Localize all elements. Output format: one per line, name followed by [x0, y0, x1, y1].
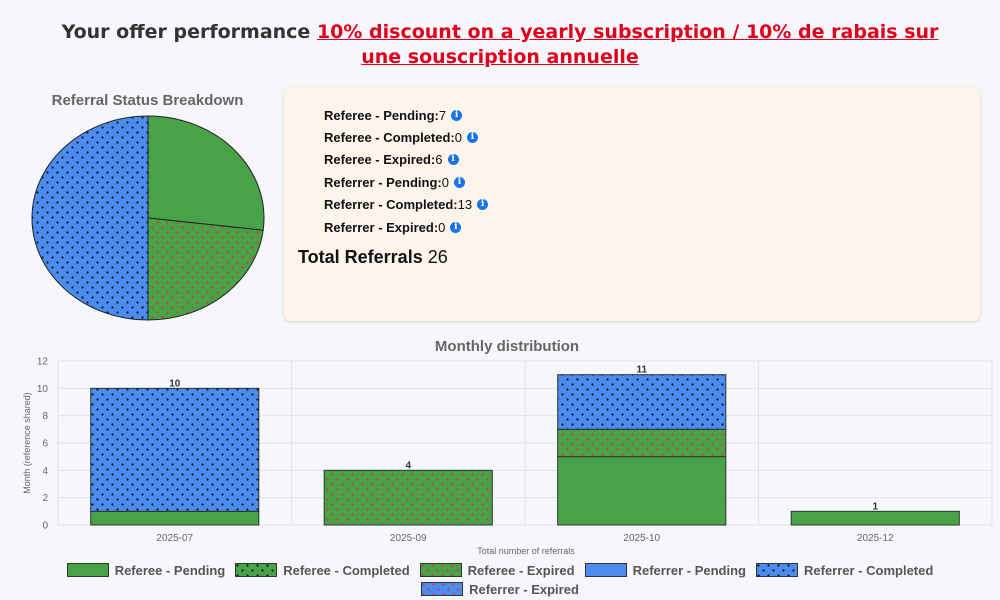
stat-label: Referee - Completed:	[324, 129, 455, 145]
stat-value: 13	[457, 197, 473, 213]
legend-label: Referee - Expired	[467, 562, 575, 578]
bar-referrer-completed-2025-07[interactable]	[90, 387, 260, 512]
stat-value: 0	[438, 219, 446, 235]
legend-swatch	[235, 563, 278, 577]
legend-swatch	[584, 563, 627, 577]
stat-referee-pending: Referee - Pending: 7 i	[324, 106, 463, 124]
stat-label: Referee - Pending:	[324, 107, 439, 123]
pie-slice-referee-expired[interactable]	[147, 217, 264, 321]
y-axis-title: Month (reference shared)	[22, 392, 32, 494]
legend-item-referee-completed[interactable]: Referee - Completed	[235, 562, 410, 578]
legend-item-referee-expired[interactable]: Referee - Expired	[419, 562, 575, 578]
x-tick-label: 2025-10	[623, 533, 660, 544]
stat-referrer-pending: Referrer - Pending: 0 i	[324, 173, 465, 191]
legend-swatch	[66, 563, 109, 577]
stat-label: Referrer - Completed:	[324, 197, 458, 213]
bar-referee-pending-2025-07[interactable]	[90, 510, 260, 526]
bar-total-label: 4	[405, 460, 411, 471]
page-title: Your offer performance 10% discount on a…	[60, 20, 940, 70]
x-tick-label: 2025-12	[857, 533, 894, 544]
total-referrals-value: 26	[427, 247, 448, 267]
bar-referee-pending-2025-12[interactable]	[790, 510, 960, 526]
info-icon[interactable]: i	[453, 176, 465, 188]
legend-swatch	[756, 563, 798, 577]
legend-swatch	[421, 582, 464, 596]
stat-label: Referrer - Pending:	[324, 174, 442, 190]
stat-referrer-expired: Referrer - Expired: 0 i	[324, 218, 462, 236]
bar-referee-expired-2025-09[interactable]	[323, 469, 493, 526]
bar-referee-expired-2025-10[interactable]	[557, 428, 727, 458]
bar-referee-pending-2025-10[interactable]	[557, 456, 727, 526]
y-tick-label: 4	[42, 466, 48, 477]
y-tick-label: 10	[37, 384, 49, 395]
offer-link[interactable]: 10% discount on a yearly subscription / …	[316, 21, 939, 68]
total-referrals-label: Total Referrals	[298, 247, 423, 267]
legend-label: Referrer - Pending	[632, 562, 746, 578]
stat-referee-expired: Referee - Expired: 6 i	[324, 151, 459, 169]
pie-slice-referrer-completed[interactable]	[31, 115, 149, 321]
stat-label: Referrer - Expired:	[324, 219, 439, 235]
stat-label: Referee - Expired:	[324, 152, 436, 168]
stat-value: 0	[441, 174, 449, 190]
pie-chart	[31, 115, 265, 321]
legend-swatch	[419, 563, 462, 577]
pie-chart-title: Referral Status Breakdown	[51, 92, 244, 109]
x-tick-label: 2025-07	[156, 533, 193, 544]
y-tick-label: 8	[42, 411, 48, 422]
legend-label: Referrer - Expired	[469, 581, 579, 597]
stat-value: 0	[454, 129, 462, 145]
stat-referee-completed: Referee - Completed: 0 i	[324, 128, 478, 146]
x-axis-title: Total number of referrals	[477, 546, 575, 556]
info-icon[interactable]: i	[477, 199, 489, 211]
bar-total-label: 1	[872, 501, 878, 512]
info-icon[interactable]: i	[466, 131, 478, 143]
info-icon[interactable]: i	[447, 154, 459, 166]
total-referrals: Total Referrals 26	[298, 247, 448, 268]
bar-chart: Monthly distribution 0 2 4 6 8 10 12 10 2025-07 4 2…	[22, 338, 993, 556]
bar-total-label: 10	[169, 378, 181, 389]
bar-total-label: 11	[636, 365, 647, 376]
page-title-prefix: Your offer performance	[61, 21, 317, 43]
legend-item-referrer-completed[interactable]: Referrer - Completed	[756, 562, 933, 578]
stat-value: 7	[438, 107, 447, 123]
stats-card: Referee - Pending: 7 i Referee - Completed:…	[284, 87, 980, 321]
legend-item-referrer-expired[interactable]: Referrer - Expired	[421, 581, 579, 597]
legend-label: Referee - Completed	[283, 562, 410, 578]
info-icon[interactable]: i	[451, 109, 463, 121]
legend-item-referrer-pending[interactable]: Referrer - Pending	[584, 562, 746, 578]
y-tick-label: 0	[42, 521, 48, 532]
pie-slice-referee-pending[interactable]	[147, 115, 265, 231]
legend-label: Referrer - Completed	[804, 562, 934, 578]
stat-value: 6	[435, 152, 443, 168]
x-tick-label: 2025-09	[390, 533, 427, 544]
stat-referrer-completed: Referrer - Completed: 13 i	[324, 196, 489, 214]
info-icon[interactable]: i	[450, 221, 462, 233]
y-tick-label: 12	[37, 357, 49, 368]
chart-legend: Referee - Pending Referee - Completed Refe…	[20, 562, 980, 597]
bar-chart-title: Monthly distribution	[435, 338, 579, 355]
legend-label: Referee - Pending	[114, 562, 226, 578]
bar-referrer-completed-2025-10[interactable]	[557, 374, 727, 430]
legend-item-referee-pending[interactable]: Referee - Pending	[66, 562, 226, 578]
y-tick-label: 6	[42, 439, 48, 450]
y-tick-label: 2	[42, 493, 48, 504]
